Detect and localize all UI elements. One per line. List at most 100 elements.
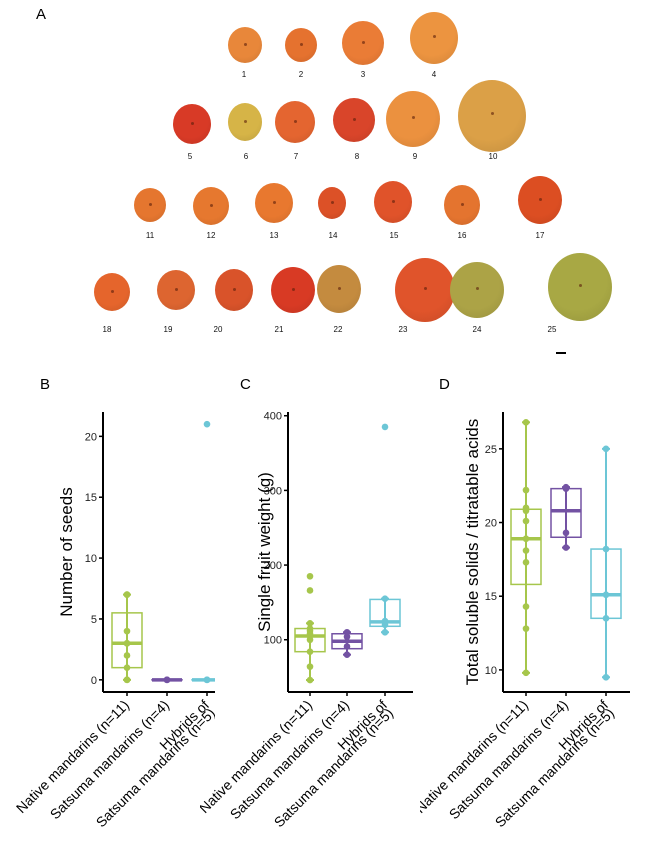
- fruit-stem-dot: [475, 287, 479, 291]
- fruit-number-label: 21: [274, 325, 284, 334]
- fruit-number-label: 22: [333, 325, 343, 334]
- y-tick-label: 400: [264, 411, 282, 423]
- y-tick-label: 100: [264, 635, 282, 647]
- data-point: [306, 572, 314, 580]
- data-point: [123, 676, 131, 684]
- data-point: [123, 664, 131, 671]
- y-tick-label: 10: [85, 553, 97, 565]
- fruit-stem-dot: [432, 35, 436, 39]
- panel-label-a: A: [36, 6, 47, 23]
- fruit-number-label: 9: [412, 152, 418, 161]
- y-tick-label: 15: [485, 591, 497, 603]
- fruit-photo: [317, 265, 361, 313]
- fruit-number-label: 6: [243, 152, 249, 161]
- fruit-photo: [518, 176, 562, 224]
- fruit-number-label: 13: [269, 231, 279, 240]
- data-point: [123, 627, 131, 635]
- data-point: [343, 651, 351, 658]
- fruit-photo: [285, 28, 317, 62]
- data-point: [203, 420, 211, 428]
- data-point: [522, 486, 530, 494]
- data-point: [522, 504, 530, 512]
- data-point: [306, 587, 314, 594]
- fruit-number-label: 16: [457, 231, 467, 240]
- fruit-number-label: 18: [102, 325, 112, 334]
- fruit-number-label: 7: [293, 152, 299, 161]
- fruit-stem-dot: [190, 122, 194, 125]
- data-point: [343, 628, 351, 636]
- fruit-photo: [173, 104, 211, 144]
- fruit-number-label: 12: [206, 231, 216, 240]
- data-point: [522, 603, 530, 610]
- fruit-photo: [458, 80, 526, 152]
- fruit-number-label: 11: [145, 231, 155, 240]
- fruit-stem-dot: [352, 117, 356, 121]
- data-point: [343, 643, 351, 650]
- fruit-number-label: 10: [488, 152, 498, 161]
- fruit-stem-dot: [232, 287, 236, 291]
- fruit-photo: [444, 185, 480, 225]
- data-point: [522, 517, 530, 525]
- fruit-stem-dot: [490, 112, 494, 116]
- fruit-photo: [333, 98, 375, 142]
- data-point: [562, 529, 570, 537]
- fruit-photo: [410, 12, 458, 64]
- fruit-stem-dot: [391, 199, 395, 203]
- data-point: [163, 676, 171, 684]
- fruit-photo: [275, 101, 315, 143]
- fruit-photo: [94, 273, 130, 311]
- fruit-number-label: 17: [535, 231, 545, 240]
- data-point: [602, 591, 610, 599]
- fruit-number-label: 24: [472, 325, 482, 334]
- data-point: [602, 445, 610, 453]
- fruit-stem-dot: [243, 120, 247, 124]
- fruit-number-label: 15: [389, 231, 399, 240]
- fruit-photo: [193, 187, 229, 225]
- fruit-stem-dot: [578, 283, 582, 287]
- fruit-stem-dot: [209, 204, 213, 208]
- fruit-photo: [255, 183, 293, 223]
- data-point: [381, 628, 389, 636]
- fruit-photo: [386, 91, 440, 147]
- fruit-stem-dot: [291, 287, 295, 291]
- data-point: [522, 669, 530, 677]
- data-point: [306, 676, 314, 684]
- data-point: [381, 617, 389, 625]
- data-point: [381, 423, 389, 431]
- fruit-number-label: 25: [547, 325, 557, 334]
- y-axis-title: Number of seeds: [57, 487, 76, 616]
- data-point: [123, 640, 131, 647]
- fruit-photo: [450, 262, 504, 318]
- fruit-number-label: 14: [328, 231, 338, 240]
- data-point: [522, 535, 530, 543]
- fruit-photo: [228, 103, 262, 141]
- data-point: [562, 544, 570, 551]
- fruit-stem-dot: [411, 116, 415, 120]
- fruit-number-label: 4: [431, 70, 437, 79]
- fruit-number-label: 8: [354, 152, 360, 161]
- fruit-stem-dot: [460, 203, 464, 206]
- data-point: [602, 673, 610, 681]
- fruit-stem-dot: [272, 201, 276, 204]
- y-tick-label: 0: [91, 675, 97, 687]
- fruit-photo: [228, 27, 262, 63]
- fruit-stem-dot: [538, 197, 542, 201]
- data-point: [522, 625, 530, 632]
- fruit-photo: [215, 269, 253, 311]
- data-point: [602, 545, 610, 553]
- y-axis-title: Total soluble solids / titratable acids: [463, 419, 482, 685]
- data-point: [306, 620, 314, 627]
- fruit-photo: [374, 181, 412, 223]
- fruit-stem-dot: [423, 286, 427, 290]
- data-point: [306, 648, 314, 655]
- fruit-number-label: 23: [398, 325, 408, 334]
- y-tick-label: 5: [91, 614, 97, 626]
- scale-bar: [556, 352, 566, 354]
- data-point: [123, 652, 131, 659]
- data-point: [123, 591, 131, 598]
- panel-label-c: C: [240, 376, 251, 393]
- data-point: [602, 615, 610, 622]
